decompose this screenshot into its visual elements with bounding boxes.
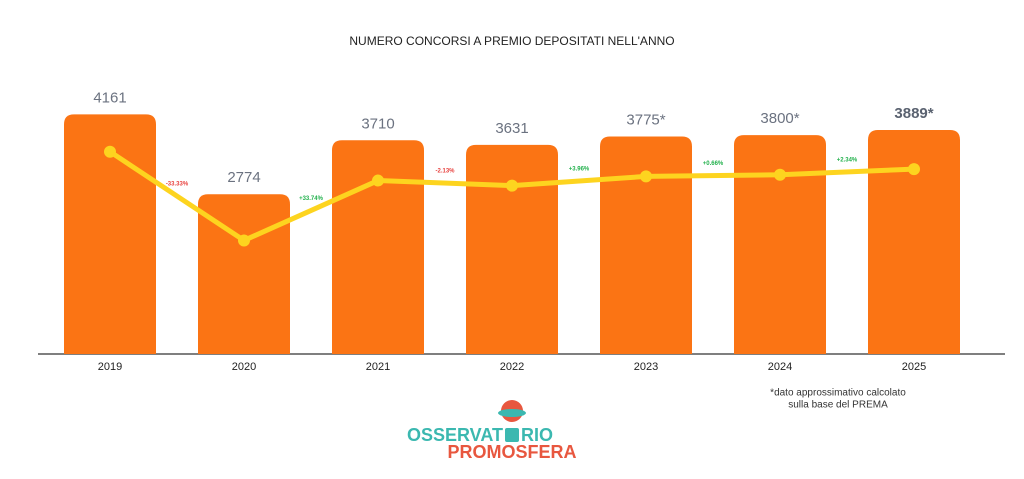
logo: OSSERVAT RIO PROMOSFERA [407, 400, 577, 462]
line-point [104, 145, 116, 158]
bar [332, 140, 424, 354]
x-tick-label: 2021 [366, 361, 390, 373]
line-point [774, 168, 786, 181]
x-tick-label: 2019 [98, 361, 122, 373]
change-label: +0.66% [703, 161, 724, 167]
bar [466, 144, 558, 354]
chart-title: NUMERO CONCORSI A PREMIO DEPOSITATI NELL… [349, 34, 674, 48]
change-label: -33.33% [166, 182, 189, 188]
x-tick-label: 2020 [232, 361, 256, 373]
x-tick-label: 2022 [500, 361, 524, 373]
bar [64, 114, 156, 354]
value-label: 3631 [495, 120, 528, 137]
change-label: -2.13% [435, 169, 455, 175]
line-point [238, 234, 250, 247]
x-tick-label: 2025 [902, 361, 926, 373]
logo-icon [505, 428, 519, 442]
logo-text: PROMOSFERA [447, 442, 576, 462]
value-label: 3710 [361, 115, 394, 132]
change-label: +3.96% [569, 167, 590, 173]
value-label: 2774 [227, 169, 260, 186]
note: sulla base del PREMA [788, 400, 888, 411]
value-label: 3775* [626, 112, 665, 129]
note: *dato approssimativo calcolato [770, 388, 906, 399]
change-label: +33.74% [299, 196, 324, 202]
change-label: +2.34% [837, 158, 858, 164]
x-tick-label: 2023 [634, 361, 658, 373]
value-label: 3889* [894, 105, 933, 122]
line-point [506, 179, 518, 192]
bar [198, 194, 290, 354]
logo-text: RIO [521, 425, 553, 445]
value-label: 3800* [760, 110, 799, 127]
bar [600, 136, 692, 354]
logo-icon [498, 409, 526, 417]
bar [734, 135, 826, 354]
x-tick-label: 2024 [768, 361, 792, 373]
line-point [908, 163, 920, 176]
value-label: 4161 [93, 89, 126, 106]
line-point [372, 174, 384, 187]
bar [868, 129, 960, 354]
logo-text: OSSERVAT [407, 425, 503, 445]
line-point [640, 170, 652, 183]
